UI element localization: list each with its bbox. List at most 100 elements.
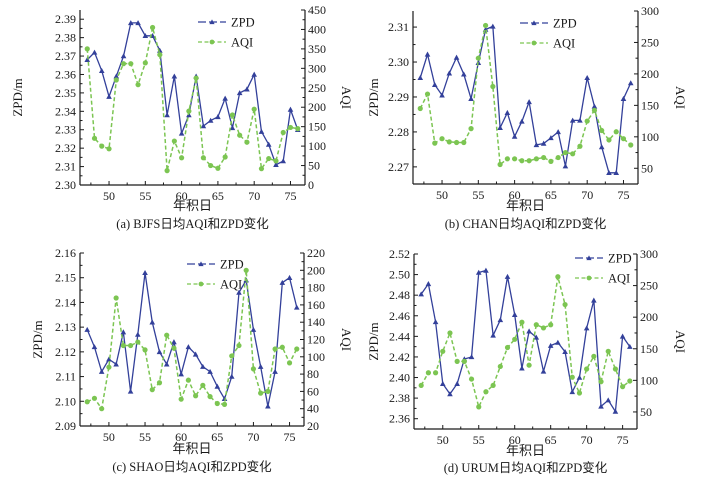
aqi-point-marker <box>628 142 634 148</box>
aqi-point-marker <box>250 366 257 372</box>
aqi-point-marker <box>490 382 496 389</box>
y-left-axis-title: ZPD/m <box>10 78 25 116</box>
aqi-point-marker <box>562 301 568 308</box>
x-tick-label: 60 <box>176 189 188 203</box>
y-right-tick-label: 50 <box>308 159 320 173</box>
y-right-axis-title: AQI <box>339 328 354 351</box>
panel-d: 50 55 60 65 70 75 2.36 2.38 2.40 2.42 2.44 2.46 2.48… <box>366 247 688 475</box>
aqi-point-marker <box>497 363 503 370</box>
aqi-point-marker <box>447 330 453 336</box>
zpd-point-marker <box>569 389 576 395</box>
zpd-point-marker <box>229 125 236 131</box>
aqi-point-marker <box>294 346 300 352</box>
aqi-point-marker <box>418 382 424 389</box>
x-tick-label: 70 <box>581 188 593 202</box>
x-tick-label: 60 <box>175 430 187 444</box>
zpd-point-marker <box>439 92 445 98</box>
aqi-point-marker <box>591 353 597 359</box>
zpd-point-marker <box>149 319 156 325</box>
legend-label-zpd: ZPD <box>231 16 255 30</box>
zpd-point-marker <box>569 117 576 123</box>
aqi-point-marker <box>287 124 294 131</box>
zpd-point-marker <box>128 20 134 26</box>
aqi-point-marker <box>99 143 105 149</box>
aqi-point-marker <box>135 82 141 88</box>
y-left-tick-label: 2.28 <box>388 125 409 139</box>
legend-marker-zpd <box>198 261 204 267</box>
aqi-point-marker <box>236 342 242 349</box>
y-left-tick-label: 2.12 <box>55 345 76 359</box>
y-right-tick-label: 50 <box>640 405 652 419</box>
x-tick-label: 60 <box>509 188 521 202</box>
y-left-tick-label: 2.38 <box>389 391 410 405</box>
y-right-tick-label: 100 <box>640 373 658 387</box>
x-tick-label: 55 <box>472 188 484 202</box>
y-right-tick-label: 180 <box>307 281 325 295</box>
zpd-point-marker <box>236 289 242 295</box>
zpd-point-marker <box>286 274 293 280</box>
y-left-tick-label: 2.42 <box>389 350 410 364</box>
zpd-point-marker <box>228 373 235 379</box>
zpd-point-marker <box>98 368 105 374</box>
aqi-point-marker <box>200 155 206 161</box>
y-left-tick-label: 2.34 <box>55 104 76 118</box>
x-axis-title: 年积日 <box>173 198 212 213</box>
aqi-point-marker <box>266 155 272 162</box>
aqi-point-marker <box>229 112 236 118</box>
y-left-tick-label: 2.35 <box>55 86 76 100</box>
legend-marker-aqi <box>198 281 204 287</box>
aqi-point-marker <box>171 345 177 351</box>
aqi-point-marker <box>280 129 286 136</box>
aqi-point-marker <box>237 132 243 138</box>
aqi-point-marker <box>84 46 90 52</box>
aqi-point-marker <box>432 140 438 146</box>
aqi-point-marker <box>164 332 170 338</box>
x-tick-label: 55 <box>473 433 485 447</box>
x-tick-label: 60 <box>509 433 521 447</box>
aqi-point-marker <box>265 388 271 394</box>
aqi-point-marker <box>468 376 475 382</box>
y-right-tick-label: 200 <box>307 263 325 277</box>
y-right-tick-label: 150 <box>641 98 659 112</box>
zpd-point-marker <box>605 397 612 403</box>
zpd-point-marker <box>258 128 265 134</box>
y-right-tick-label: 150 <box>308 120 326 134</box>
y-right-tick-label: 20 <box>307 419 319 433</box>
x-tick-label: 50 <box>103 189 115 203</box>
zpd-point-marker <box>497 124 503 130</box>
aqi-point-marker <box>106 364 112 370</box>
y-left-tick-label: 2.14 <box>55 295 76 309</box>
y-right-tick-label: 40 <box>307 402 319 416</box>
aqi-point-marker <box>620 136 627 142</box>
aqi-point-marker <box>221 401 228 407</box>
y-right-tick-label: 400 <box>308 22 326 36</box>
y-right-tick-label: 0 <box>308 178 314 192</box>
aqi-point-marker <box>512 336 518 342</box>
aqi-point-marker <box>106 146 112 152</box>
aqi-point-marker <box>244 139 250 145</box>
aqi-point-marker <box>273 158 279 164</box>
zpd-point-marker <box>606 170 612 176</box>
x-tick-label: 50 <box>437 433 449 447</box>
x-tick-label: 55 <box>139 189 151 203</box>
y-left-tick-label: 2.13 <box>55 320 76 334</box>
aqi-point-marker <box>453 139 460 146</box>
aqi-point-marker <box>243 267 249 273</box>
zpd-point-marker <box>562 348 568 355</box>
aqi-point-marker <box>229 353 235 359</box>
aqi-point-marker <box>490 83 496 90</box>
zpd-point-marker <box>533 142 540 148</box>
y-right-tick-label: 200 <box>308 100 326 114</box>
zpd-point-marker <box>555 129 561 135</box>
aqi-point-marker <box>526 158 532 164</box>
zpd-point-marker <box>135 331 141 337</box>
zpd-point-marker <box>584 74 590 80</box>
y-right-tick-label: 300 <box>640 247 658 261</box>
aqi-point-marker <box>207 393 213 400</box>
zpd-point-marker <box>192 351 199 357</box>
aqi-point-marker <box>584 118 590 124</box>
y-left-tick-label: 2.46 <box>389 309 410 323</box>
y-right-tick-label: 160 <box>307 298 325 312</box>
y-left-tick-label: 2.09 <box>55 419 76 433</box>
y-left-axis-title: ZPD/m <box>30 320 45 358</box>
